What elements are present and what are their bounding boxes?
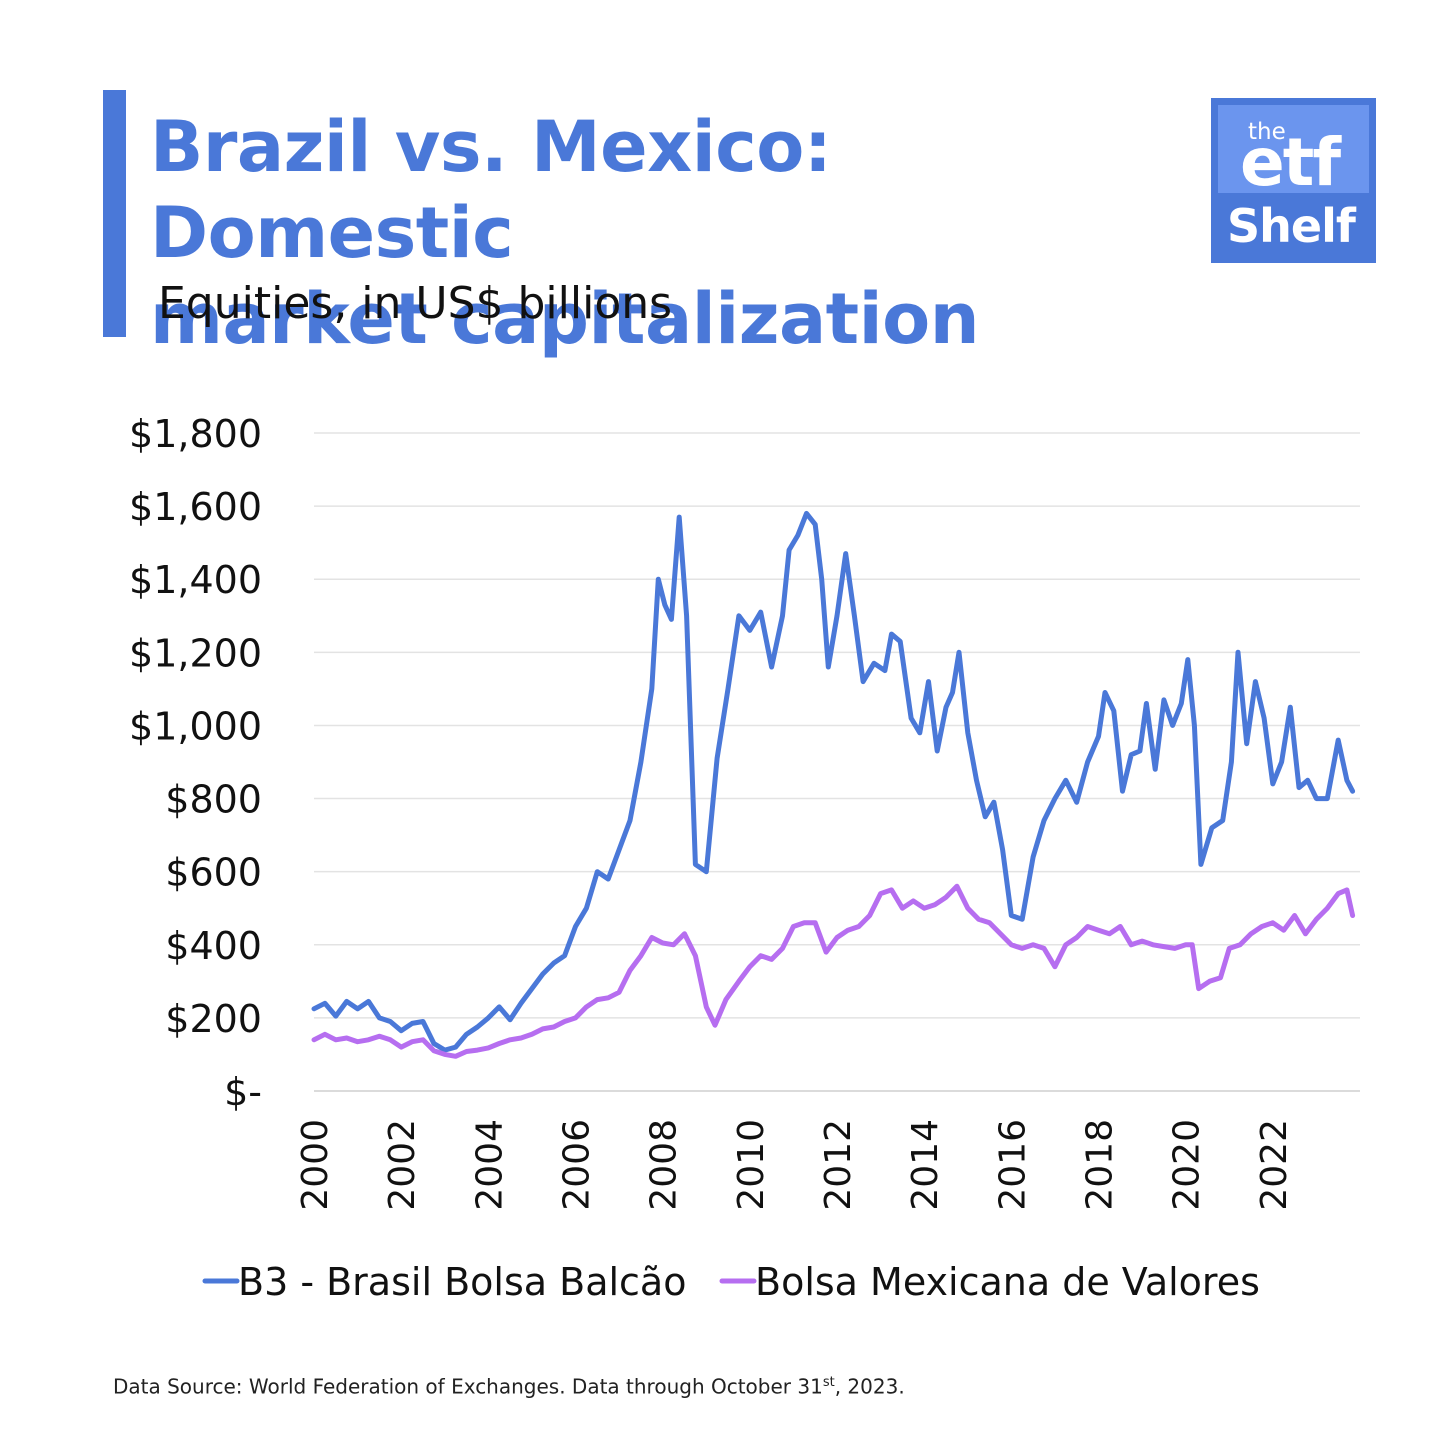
- legend-item-mexico: Bolsa Mexicana de Valores: [719, 1260, 1260, 1304]
- y-tick-label: $-: [224, 1070, 262, 1114]
- etf-shelf-logo: the etf Shelf: [1211, 98, 1376, 263]
- y-tick-label: $1,200: [129, 631, 262, 675]
- x-tick-label: 2010: [731, 1119, 772, 1211]
- x-tick-label: 2020: [1167, 1119, 1208, 1211]
- series-line-brazil: [311, 510, 1356, 1053]
- x-tick-label: 2022: [1254, 1119, 1295, 1211]
- logo-the-text: the: [1248, 119, 1286, 145]
- x-tick-label: 2008: [644, 1119, 685, 1211]
- series-line-mexico: [311, 883, 1356, 1059]
- logo-shelf-text: Shelf: [1227, 199, 1356, 253]
- legend-item-brazil: B3 - Brasil Bolsa Balcão: [202, 1260, 686, 1304]
- source-text: Data Source: World Federation of Exchang…: [113, 1374, 823, 1399]
- y-tick-labels: $- $200 $400 $600 $800 $1,000 $1,200 $1,400 $1,6…: [129, 412, 262, 1114]
- y-tick-label: $400: [165, 924, 262, 968]
- x-tick-label: 2004: [469, 1119, 510, 1211]
- y-tick-label: $200: [165, 997, 262, 1041]
- page-title: Brazil vs. Mexico: Domestic market capit…: [150, 104, 1200, 362]
- title-line-1: Brazil vs. Mexico: Domestic: [150, 106, 832, 274]
- title-line-2: market capitalization: [150, 278, 980, 360]
- legend-label: Bolsa Mexicana de Valores: [755, 1260, 1260, 1304]
- x-tick-label: 2014: [905, 1119, 946, 1211]
- logo-etf-text: etf: [1240, 124, 1341, 201]
- y-tick-label: $600: [165, 851, 262, 895]
- legend-label: B3 - Brasil Bolsa Balcão: [238, 1260, 686, 1304]
- y-tick-label: $1,000: [129, 704, 262, 748]
- x-tick-label: 2016: [992, 1119, 1033, 1211]
- chart-subtitle: Equities, in US$ billions: [158, 278, 673, 329]
- x-tick-label: 2002: [382, 1119, 423, 1211]
- gridlines: [314, 432, 1360, 1019]
- y-tick-label: $800: [165, 778, 262, 822]
- y-tick-label: $1,400: [129, 558, 262, 602]
- chart-legend: B3 - Brasil Bolsa Balcão Bolsa Mexicana d…: [202, 1260, 1260, 1304]
- title-accent-bar: [103, 90, 126, 337]
- data-source-note: Data Source: World Federation of Exchang…: [113, 1370, 905, 1400]
- source-text-end: , 2023.: [834, 1374, 905, 1399]
- x-tick-label: 2006: [557, 1119, 598, 1211]
- series-lines: [311, 510, 1356, 1059]
- logo-top-panel: the etf: [1218, 105, 1369, 201]
- x-tick-label: 2018: [1080, 1119, 1121, 1211]
- x-tick-labels: 2000 2002 2004 2006 2008 2010 2012 2014 2016 2018…: [295, 1119, 1295, 1211]
- y-tick-label: $1,800: [129, 412, 262, 456]
- source-superscript: st: [822, 1375, 835, 1390]
- x-tick-label: 2000: [295, 1119, 336, 1211]
- y-tick-label: $1,600: [129, 485, 262, 529]
- x-tick-label: 2012: [818, 1119, 859, 1211]
